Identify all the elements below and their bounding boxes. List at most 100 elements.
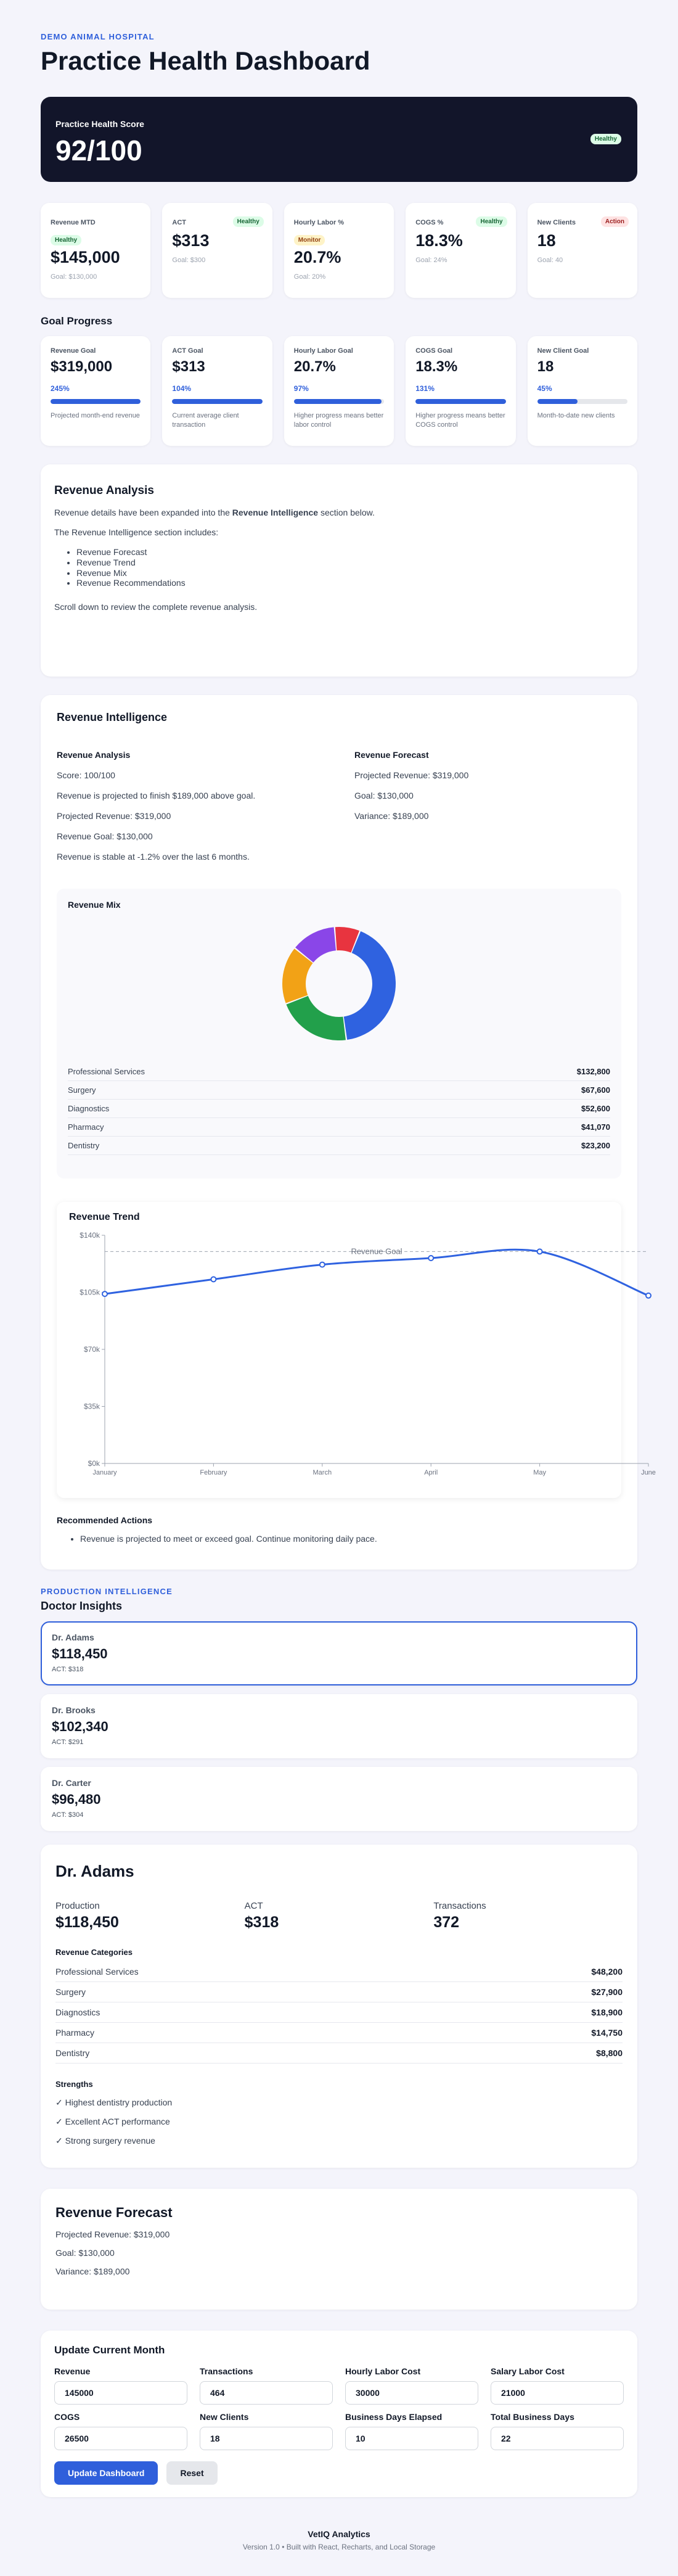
goal-card: Hourly Labor Goal 20.7% 97% Higher progress… [284, 336, 394, 446]
goal-value: 18 [537, 358, 554, 375]
goal-percent: 245% [51, 384, 70, 393]
data-point [319, 1261, 325, 1268]
metric-goal: Goal: 40 [537, 257, 563, 264]
progress-bar [172, 399, 263, 404]
footer-title: VetIQ Analytics [308, 2529, 370, 2539]
scroll-note: Scroll down to review the complete reven… [54, 602, 258, 612]
revenue-mix-table: Professional Services $132,800 Surgery $67,… [68, 1063, 610, 1155]
metric-value: 20.7% [293, 248, 341, 266]
forecast-title: Revenue Forecast [55, 2205, 173, 2220]
goal-label: ACT Goal [172, 347, 203, 355]
revenue-trend-box: Revenue Trend $0k $35k $70k $105k $140k Janua… [57, 1202, 656, 1498]
list-item: Revenue Trend [76, 558, 624, 568]
x-tick-label: February [200, 1469, 227, 1476]
metric-goal: Goal: $300 [172, 257, 206, 264]
list-item: Revenue Recommendations [76, 578, 624, 588]
revenue-intelligence-panel: Revenue Intelligence Revenue Analysis Sc… [41, 695, 656, 1570]
update-form: Revenue Transactions Hourly Labor Cost S… [54, 2366, 624, 2450]
update-dashboard-button[interactable]: Update Dashboard [54, 2461, 158, 2485]
total-business-days-input[interactable] [491, 2427, 624, 2450]
goal-label: Revenue Goal [51, 347, 96, 355]
forecast-line: Projected Revenue: $319,000 [55, 2229, 170, 2239]
goal-value: 20.7% [293, 358, 336, 375]
metric-label: COGS % [415, 219, 444, 226]
strengths-title: Strengths [55, 2080, 93, 2089]
y-tick-label: $35k [84, 1402, 100, 1411]
status-badge: Monitor [293, 235, 325, 245]
progress-bar [415, 399, 506, 404]
doctor-card-brooks[interactable]: Dr. Brooks $102,340 ACT: $291 [41, 1694, 637, 1758]
field-label: Transactions [200, 2366, 253, 2376]
revenue-analysis-includes: The Revenue Intelligence section include… [54, 527, 219, 537]
hourly-labor-cost-input[interactable] [345, 2381, 478, 2405]
metric-card-revenue: Revenue MTD Healthy $145,000 Goal: $130,… [41, 203, 151, 298]
status-badge: Action [600, 216, 629, 227]
ri-analysis-line: Projected Revenue: $319,000 [57, 811, 171, 821]
doctor-name: Dr. Carter [52, 1778, 91, 1788]
doctor-card-carter[interactable]: Dr. Carter $96,480 ACT: $304 [41, 1767, 637, 1831]
goal-line-label: Revenue Goal [351, 1246, 402, 1256]
category-row: Professional Services $48,200 [55, 1962, 623, 1982]
ri-forecast-column: Revenue Forecast Projected Revenue: $319… [354, 750, 621, 862]
category-row: Surgery $27,900 [55, 1982, 623, 2002]
field-label: Business Days Elapsed [345, 2412, 443, 2422]
forecast-line: Variance: $189,000 [55, 2266, 130, 2276]
doctor-name: Dr. Adams [52, 1632, 94, 1642]
doctor-card-adams[interactable]: Dr. Adams $118,450 ACT: $318 [41, 1621, 637, 1685]
status-badge: Healthy [51, 235, 82, 245]
ri-forecast-title: Revenue Forecast [354, 750, 429, 760]
cogs-input[interactable] [54, 2427, 187, 2450]
category-row: Dentistry $8,800 [55, 2043, 623, 2064]
field-label: Hourly Labor Cost [345, 2366, 421, 2376]
goal-percent: 97% [293, 384, 309, 393]
revenue-series-line [104, 1248, 649, 1297]
metric-goal: Goal: 24% [415, 257, 447, 264]
eyebrow-hospital: DEMO ANIMAL HOSPITAL [41, 32, 155, 41]
field-label: Salary Labor Cost [491, 2366, 565, 2376]
forecast-line: Goal: $130,000 [55, 2248, 115, 2258]
field-label: Total Business Days [491, 2412, 574, 2422]
new-clients-input[interactable] [200, 2427, 333, 2450]
y-tick-label: $0k [88, 1459, 100, 1468]
metric-value: 18.3% [415, 231, 463, 250]
progress-fill [51, 399, 141, 404]
goal-label: Hourly Labor Goal [293, 347, 353, 355]
progress-fill [293, 399, 382, 404]
mix-row: Surgery $67,600 [68, 1081, 610, 1100]
mix-row: Pharmacy $41,070 [68, 1118, 610, 1137]
data-point [102, 1291, 108, 1298]
stat-production: Production $118,450 [55, 1901, 119, 1931]
doctor-detail-panel: Dr. Adams Production $118,450 ACT $318 T… [41, 1845, 637, 2168]
goal-note: Current average client transaction [172, 412, 239, 429]
metric-label: Hourly Labor % [293, 219, 345, 226]
metric-value: $313 [172, 231, 210, 250]
ri-analysis-title: Revenue Analysis [57, 750, 131, 760]
metric-label: Revenue MTD [51, 219, 96, 226]
page-title: Practice Health Dashboard [41, 46, 370, 75]
reset-button[interactable]: Reset [166, 2461, 218, 2485]
goal-value: $319,000 [51, 358, 113, 375]
field-label: New Clients [200, 2412, 249, 2422]
goal-note: Month-to-date new clients [537, 412, 615, 419]
category-row: Pharmacy $14,750 [55, 2023, 623, 2043]
revenue-trend-title: Revenue Trend [69, 1212, 140, 1222]
strength-item: ✓ Excellent ACT performance [55, 2117, 170, 2126]
salary-labor-cost-input[interactable] [491, 2381, 624, 2405]
revenue-forecast-panel: Revenue Forecast Projected Revenue: $319… [41, 2189, 637, 2310]
goal-note: Projected month-end revenue [51, 412, 140, 419]
ri-analysis-line: Score: 100/100 [57, 770, 115, 780]
goal-card: ACT Goal $313 104% Current average client t… [162, 336, 272, 446]
revenue-input[interactable] [54, 2381, 187, 2405]
business-days-elapsed-input[interactable] [345, 2427, 478, 2450]
data-point [428, 1255, 435, 1261]
goal-label: New Client Goal [537, 347, 589, 355]
mix-row: Dentistry $23,200 [68, 1137, 610, 1155]
transactions-input[interactable] [200, 2381, 333, 2405]
metric-value: 18 [537, 231, 556, 250]
goal-note: Higher progress means better COGS contro… [415, 412, 505, 429]
progress-bar [51, 399, 141, 404]
metric-cards: Revenue MTD Healthy $145,000 Goal: $130,… [41, 203, 637, 298]
ri-forecast-line: Projected Revenue: $319,000 [354, 770, 469, 780]
practice-health-card: Practice Health Score 92/100 Healthy [41, 97, 637, 182]
health-status-badge: Healthy [590, 134, 621, 144]
